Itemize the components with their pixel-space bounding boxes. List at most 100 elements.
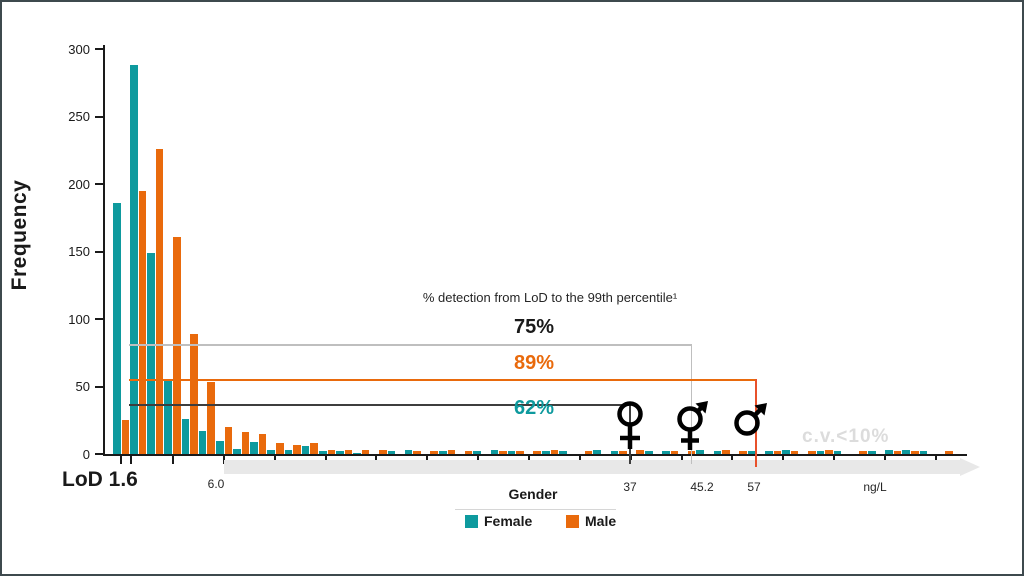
bar-female-21 xyxy=(473,451,481,454)
percent-75-line xyxy=(129,344,691,346)
bar-female-10 xyxy=(284,449,293,454)
bar-female-16 xyxy=(387,451,396,454)
x-tick-0 xyxy=(120,456,122,464)
y-tick-200 xyxy=(95,183,104,185)
bar-female-29 xyxy=(610,451,619,454)
bar-male-15 xyxy=(378,449,387,454)
bar-male-13 xyxy=(344,449,353,454)
bar-male-38 xyxy=(773,451,782,454)
y-tick-50 xyxy=(95,385,104,388)
bar-male-29 xyxy=(619,451,627,454)
bar-female-13 xyxy=(336,451,344,454)
bar-male-4 xyxy=(190,333,198,454)
bar-male-30 xyxy=(636,449,644,454)
bar-male-41 xyxy=(825,449,833,454)
x-axis-line xyxy=(103,454,967,456)
bar-male-7 xyxy=(241,432,250,454)
bar-female-45 xyxy=(885,449,893,454)
axis-range-band xyxy=(224,460,960,474)
y-tick-100 xyxy=(95,318,104,320)
bar-male-23 xyxy=(516,451,524,454)
bar-male-17 xyxy=(413,451,421,454)
bar-female-28 xyxy=(593,449,602,454)
cv-note: c.v.<10% xyxy=(802,426,890,447)
x-label-57: 57 xyxy=(747,480,761,494)
bar-female-31 xyxy=(644,451,653,454)
bar-female-3 xyxy=(164,381,173,454)
x-label-45-2: 45.2 xyxy=(690,480,714,494)
percent-89-line xyxy=(129,379,755,381)
bar-female-37 xyxy=(747,451,756,454)
bar-male-46 xyxy=(910,451,919,454)
bar-female-19 xyxy=(439,451,447,454)
bar-male-2 xyxy=(155,148,164,454)
bar-female-42 xyxy=(833,451,842,454)
bar-female-7 xyxy=(233,448,241,454)
percent-75-dropline xyxy=(690,344,692,464)
y-tick-label-50: 50 xyxy=(75,379,90,394)
bar-female-9 xyxy=(267,449,276,454)
legend-female-label: Female xyxy=(484,513,533,529)
x-label-unit: ng/L xyxy=(863,480,887,494)
legend-female-swatch xyxy=(465,515,478,528)
bar-female-6 xyxy=(215,440,224,454)
bar-male-19 xyxy=(447,449,456,454)
bar-male-9 xyxy=(276,443,284,454)
male-icon xyxy=(730,396,770,438)
bar-male-25 xyxy=(550,449,559,454)
bar-male-40 xyxy=(807,451,816,454)
bar-male-32 xyxy=(670,451,679,454)
bar-female-14 xyxy=(353,452,361,454)
axis-range-band-arrowhead xyxy=(960,458,980,476)
y-axis-title: Frequency xyxy=(8,179,31,291)
bar-female-5 xyxy=(198,431,207,454)
y-tick-label-100: 100 xyxy=(68,311,90,327)
female-icon xyxy=(615,399,645,451)
bar-male-35 xyxy=(722,449,730,454)
bar-male-45 xyxy=(893,451,902,454)
bar-male-18 xyxy=(430,451,439,454)
bar-female-17 xyxy=(404,449,413,454)
bar-female-1 xyxy=(130,65,138,454)
bar-male-11 xyxy=(310,443,318,454)
x-tick-1 xyxy=(130,456,132,464)
bar-female-22 xyxy=(490,449,499,454)
x-label-37: 37 xyxy=(623,480,637,494)
bar-female-12 xyxy=(318,451,327,454)
bar-male-20 xyxy=(464,451,473,454)
bar-male-14 xyxy=(361,449,370,454)
y-tick-label-150: 150 xyxy=(68,244,90,259)
legend-divider xyxy=(455,509,616,510)
bar-male-43 xyxy=(859,451,868,454)
y-tick-150 xyxy=(95,250,104,253)
bar-female-39 xyxy=(782,449,790,454)
y-tick-300 xyxy=(95,48,104,50)
y-tick-label-300: 300 xyxy=(68,41,90,57)
bar-female-4 xyxy=(181,418,190,454)
legend-title: Gender xyxy=(508,486,558,502)
bar-male-6 xyxy=(224,427,233,454)
bar-female-47 xyxy=(919,451,928,454)
bar-male-48 xyxy=(945,451,953,454)
bar-male-8 xyxy=(258,433,267,454)
y-axis-line xyxy=(103,45,105,456)
bar-female-46 xyxy=(902,449,910,454)
bar-male-22 xyxy=(499,451,507,454)
bar-female-38 xyxy=(765,451,773,454)
bar-female-44 xyxy=(868,451,876,454)
bar-female-0 xyxy=(113,202,121,454)
bar-male-27 xyxy=(584,451,593,454)
percent-62-label: 62% xyxy=(513,397,555,419)
y-tick-label-250: 250 xyxy=(68,109,90,124)
x-tick-2 xyxy=(172,456,174,464)
bar-male-0 xyxy=(121,420,130,454)
y-tick-250 xyxy=(95,115,104,118)
bar-female-8 xyxy=(250,441,258,454)
bar-male-12 xyxy=(327,449,336,454)
x-label-6: 6.0 xyxy=(207,477,225,491)
bar-female-35 xyxy=(713,451,722,454)
legend-male-swatch xyxy=(566,515,579,528)
bar-female-34 xyxy=(696,449,705,454)
percent-89-label: 89% xyxy=(513,352,555,374)
